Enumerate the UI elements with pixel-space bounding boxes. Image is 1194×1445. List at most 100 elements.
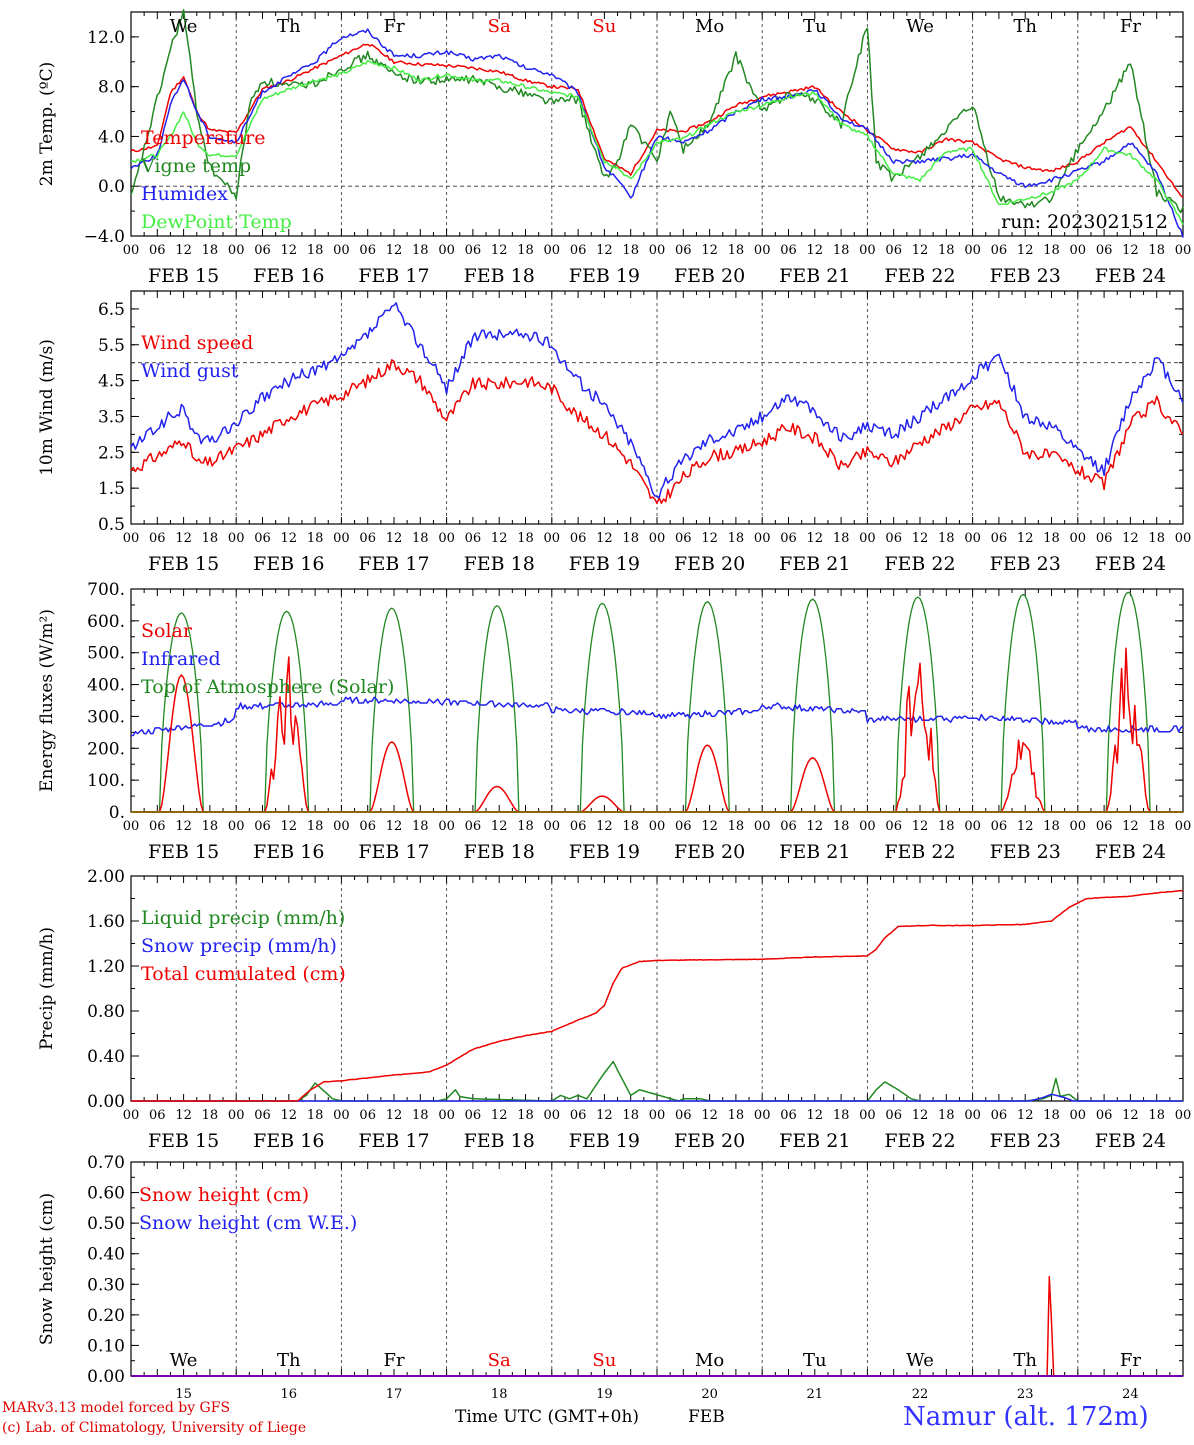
date-label: FEB 16 — [253, 841, 324, 863]
hour-label: 06 — [570, 819, 587, 834]
date-label: FEB 18 — [464, 841, 535, 863]
hour-label: 06 — [465, 531, 482, 546]
day-number-label: 23 — [1017, 1387, 1034, 1402]
hour-label: 12 — [1122, 243, 1139, 258]
hour-label: 06 — [254, 531, 271, 546]
y-tick-label: 5.5 — [98, 336, 125, 356]
hour-label: 18 — [412, 819, 429, 834]
y-axis-label: 2m Temp. (ºC) — [37, 62, 57, 187]
date-label: FEB 21 — [779, 553, 850, 575]
date-label: FEB 19 — [569, 553, 640, 575]
series-line — [131, 889, 1184, 1102]
hour-label: 12 — [596, 1108, 613, 1123]
hour-label: 18 — [517, 1108, 534, 1123]
legend-entry: Humidex — [141, 183, 228, 205]
hour-label: 12 — [175, 819, 192, 834]
hour-label: 12 — [701, 1108, 718, 1123]
hour-label: 00 — [754, 243, 771, 258]
hour-label: 12 — [491, 243, 508, 258]
hour-label: 06 — [254, 819, 271, 834]
hour-label: 00 — [544, 819, 561, 834]
y-tick-label: 100. — [87, 771, 125, 791]
hour-label: 12 — [491, 819, 508, 834]
hour-label: 06 — [149, 819, 166, 834]
hour-label: 00 — [859, 819, 876, 834]
hour-label: 18 — [412, 531, 429, 546]
hour-label: 18 — [1043, 531, 1060, 546]
date-label: FEB 17 — [358, 1130, 429, 1152]
y-tick-label: 6.5 — [98, 300, 125, 320]
hour-label: 12 — [1122, 1108, 1139, 1123]
day-name-label: Mo — [695, 1350, 724, 1371]
y-axis-label: Precip (mm/h) — [37, 927, 57, 1050]
series-line — [131, 1093, 1183, 1102]
hour-label: 06 — [149, 531, 166, 546]
y-tick-label: −4.0 — [84, 227, 125, 247]
hour-label: 00 — [964, 819, 981, 834]
day-number-label: 21 — [807, 1387, 824, 1402]
legend-entry: Wind gust — [141, 360, 239, 382]
date-label: FEB 16 — [253, 265, 324, 287]
y-tick-label: 700. — [87, 580, 125, 600]
hour-label: 12 — [281, 243, 298, 258]
run-label: run: 2023021512 — [1001, 211, 1168, 233]
hour-label: 00 — [123, 531, 140, 546]
hour-label: 00 — [333, 531, 350, 546]
day-name-label: Tu — [803, 1350, 827, 1371]
date-label: FEB 15 — [148, 553, 219, 575]
hour-label: 18 — [307, 243, 324, 258]
panel-4: 0.00 0.40 0.80 1.20 1.60 2.00 Precip (mm/h) Liq… — [37, 867, 1191, 1152]
hour-label: 18 — [202, 243, 219, 258]
date-label: FEB 20 — [674, 841, 745, 863]
hour-label: 12 — [386, 243, 403, 258]
hour-label: 06 — [1096, 1108, 1113, 1123]
hour-label: 06 — [885, 531, 902, 546]
date-label: FEB 23 — [990, 841, 1061, 863]
series-line — [130, 9, 1184, 214]
x-axis-month: FEB — [688, 1407, 725, 1427]
hour-label: 18 — [833, 243, 850, 258]
legend-entry: Solar — [141, 620, 193, 642]
hour-label: 00 — [1175, 243, 1192, 258]
hour-label: 00 — [438, 819, 455, 834]
day-name-label: Th — [1013, 1350, 1037, 1371]
hour-label: 00 — [649, 1108, 666, 1123]
hour-label: 06 — [780, 819, 797, 834]
y-axis-label: Energy fluxes (W/m²) — [37, 609, 57, 792]
y-tick-label: 3.5 — [98, 407, 125, 427]
y-tick-label: 0.40 — [87, 1047, 125, 1067]
hour-label: 12 — [912, 1108, 929, 1123]
date-label: FEB 22 — [884, 553, 955, 575]
hour-label: 12 — [1122, 531, 1139, 546]
day-name-label: Fr — [1120, 16, 1141, 37]
hour-label: 00 — [754, 1108, 771, 1123]
day-number-label: 24 — [1122, 1387, 1139, 1402]
hour-label: 18 — [1043, 819, 1060, 834]
hour-label: 18 — [202, 819, 219, 834]
hour-label: 18 — [622, 531, 639, 546]
date-label: FEB 19 — [569, 1130, 640, 1152]
y-tick-label: 300. — [87, 707, 125, 727]
hour-label: 00 — [1070, 531, 1087, 546]
hour-label: 00 — [544, 1108, 561, 1123]
y-tick-label: 4.0 — [98, 127, 125, 147]
station-title: Namur (alt. 172m) — [903, 1402, 1149, 1432]
day-name-label: Fr — [383, 16, 404, 37]
series-line — [130, 302, 1184, 499]
hour-label: 12 — [807, 531, 824, 546]
hour-label: 18 — [307, 819, 324, 834]
plot-frame — [130, 588, 1184, 813]
hour-label: 06 — [570, 531, 587, 546]
hour-label: 18 — [1148, 819, 1165, 834]
legend-entry: Infrared — [141, 648, 221, 670]
hour-label: 00 — [649, 531, 666, 546]
hour-label: 12 — [491, 1108, 508, 1123]
hour-label: 06 — [1096, 243, 1113, 258]
hour-label: 06 — [359, 243, 376, 258]
legend-entry: Temperature — [141, 127, 265, 149]
date-label: FEB 23 — [990, 1130, 1061, 1152]
hour-label: 06 — [991, 243, 1008, 258]
y-tick-label: 0.0 — [98, 177, 125, 197]
y-tick-label: 500. — [87, 644, 125, 664]
